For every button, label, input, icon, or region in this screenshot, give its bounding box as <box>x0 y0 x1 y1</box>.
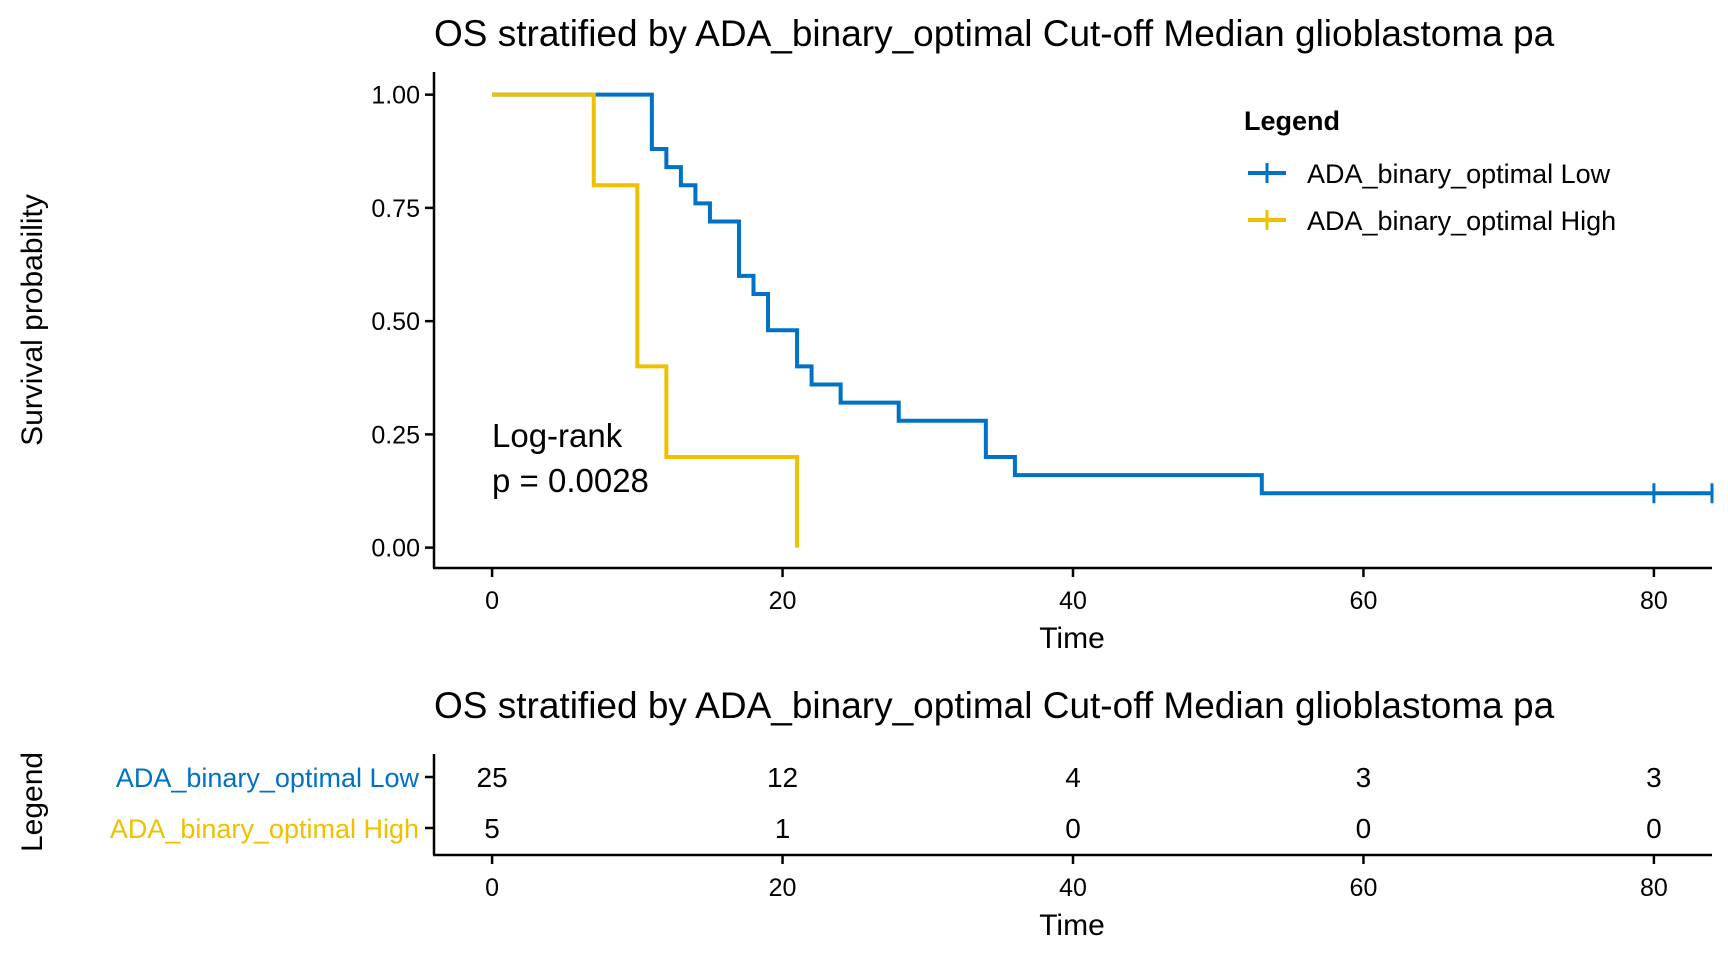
km-curves <box>492 92 1714 548</box>
km-y-tick-label: 0.25 <box>371 421 420 449</box>
km-y-axis: 0.00 0.25 0.50 0.75 1.00 <box>371 82 434 563</box>
risk-cell-value: 25 <box>477 762 508 793</box>
km-x-axis-label: Time <box>1039 622 1105 655</box>
risk-row-label: ADA_binary_optimal Low <box>116 763 420 793</box>
risk-x-axis: 0 20 40 60 80 <box>485 855 1668 902</box>
km-plot-panel: OS stratified by ADA_binary_optimal Cut-… <box>16 13 1714 655</box>
logrank-pvalue: p = 0.0028 <box>492 462 649 499</box>
km-x-tick-label: 80 <box>1640 587 1668 615</box>
risk-cell-value: 3 <box>1356 762 1372 793</box>
risk-cell-value: 0 <box>1356 813 1372 844</box>
km-plot-title: OS stratified by ADA_binary_optimal Cut-… <box>434 13 1555 54</box>
risk-row-label: ADA_binary_optimal High <box>110 814 419 844</box>
risk-x-tick-label: 80 <box>1640 874 1668 902</box>
risk-cell-value: 0 <box>1646 813 1662 844</box>
km-x-axis: 0 20 40 60 80 <box>485 568 1668 615</box>
km-legend: Legend ADA_binary_optimal LowADA_binary_… <box>1244 106 1616 236</box>
km-y-tick-label: 0.75 <box>371 195 420 223</box>
risk-table-panel: OS stratified by ADA_binary_optimal Cut-… <box>16 685 1712 942</box>
risk-cell-value: 12 <box>767 762 798 793</box>
risk-x-tick-label: 40 <box>1059 874 1087 902</box>
risk-cell-value: 4 <box>1065 762 1081 793</box>
risk-cell-value: 0 <box>1065 813 1081 844</box>
km-curve-series-2 <box>492 92 800 548</box>
risk-y-axis-label: Legend <box>16 752 49 852</box>
km-x-tick-label: 40 <box>1059 587 1087 615</box>
logrank-label: Log-rank <box>492 417 623 454</box>
km-x-tick-label: 20 <box>769 587 797 615</box>
risk-x-tick-label: 60 <box>1350 874 1378 902</box>
legend-entry-label: ADA_binary_optimal Low <box>1307 159 1611 189</box>
legend-entry-label: ADA_binary_optimal High <box>1307 206 1616 236</box>
km-x-tick-label: 0 <box>485 587 499 615</box>
risk-x-tick-label: 20 <box>769 874 797 902</box>
km-y-tick-label: 1.00 <box>371 82 420 110</box>
legend-title: Legend <box>1244 106 1340 136</box>
risk-x-axis-label: Time <box>1039 909 1105 942</box>
km-x-tick-label: 60 <box>1350 587 1378 615</box>
km-y-axis-label: Survival probability <box>16 194 49 446</box>
risk-x-tick-label: 0 <box>485 874 499 902</box>
km-y-tick-label: 0.00 <box>371 535 420 563</box>
risk-table-title: OS stratified by ADA_binary_optimal Cut-… <box>434 685 1555 726</box>
legend-items: ADA_binary_optimal Low ADA_binary_optimal… <box>1248 159 1616 236</box>
risk-cell-value: 5 <box>484 813 500 844</box>
km-curve-series-1 <box>492 92 1712 496</box>
risk-table-cells: ADA_binary_optimal Low 25 12 4 3 3 ADA_binary_… <box>110 762 1662 844</box>
risk-cell-value: 1 <box>775 813 791 844</box>
risk-cell-value: 3 <box>1646 762 1662 793</box>
km-y-tick-label: 0.50 <box>371 308 420 336</box>
